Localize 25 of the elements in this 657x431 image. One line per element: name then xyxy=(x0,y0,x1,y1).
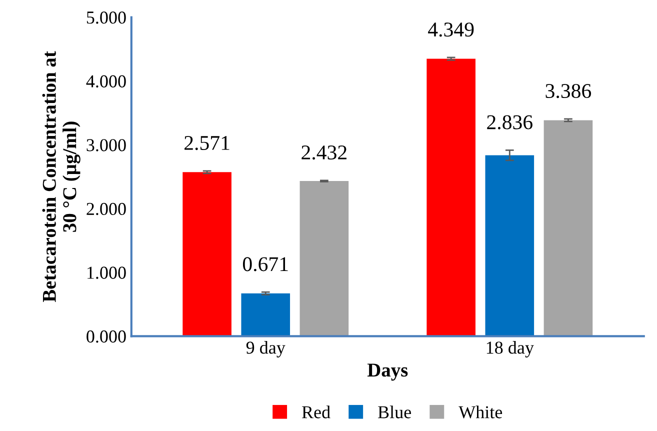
y-axis-title: Betacarotein Concentration at 30 °C (µg/ml) xyxy=(42,51,80,302)
y-tick-label: 1.000 xyxy=(88,266,126,279)
bar xyxy=(182,172,232,336)
bar xyxy=(300,181,349,336)
bar xyxy=(544,120,593,336)
bar xyxy=(426,58,476,336)
data-label: 4.349 xyxy=(428,22,474,37)
y-tick-label: 3.000 xyxy=(86,139,126,152)
legend-label: White xyxy=(458,406,502,418)
data-label: 2.836 xyxy=(487,115,532,130)
x-tick-label: 9 day xyxy=(246,341,286,358)
y-tick-label: 4.000 xyxy=(86,75,126,88)
bar xyxy=(241,293,290,336)
data-label: 2.432 xyxy=(302,146,346,160)
data-label: 0.671 xyxy=(242,257,288,272)
legend-label: Red xyxy=(302,406,330,418)
bar xyxy=(485,155,534,336)
y-tick-label: 5.000 xyxy=(86,11,126,24)
y-tick-label: 0.000 xyxy=(86,330,126,343)
x-axis-title: Days xyxy=(367,364,408,381)
x-tick-label: 18 day xyxy=(486,341,534,358)
data-label: 2.571 xyxy=(184,136,230,150)
legend-label: Blue xyxy=(378,406,411,418)
y-tick-label: 2.000 xyxy=(86,202,126,216)
data-label: 3.386 xyxy=(546,84,592,98)
